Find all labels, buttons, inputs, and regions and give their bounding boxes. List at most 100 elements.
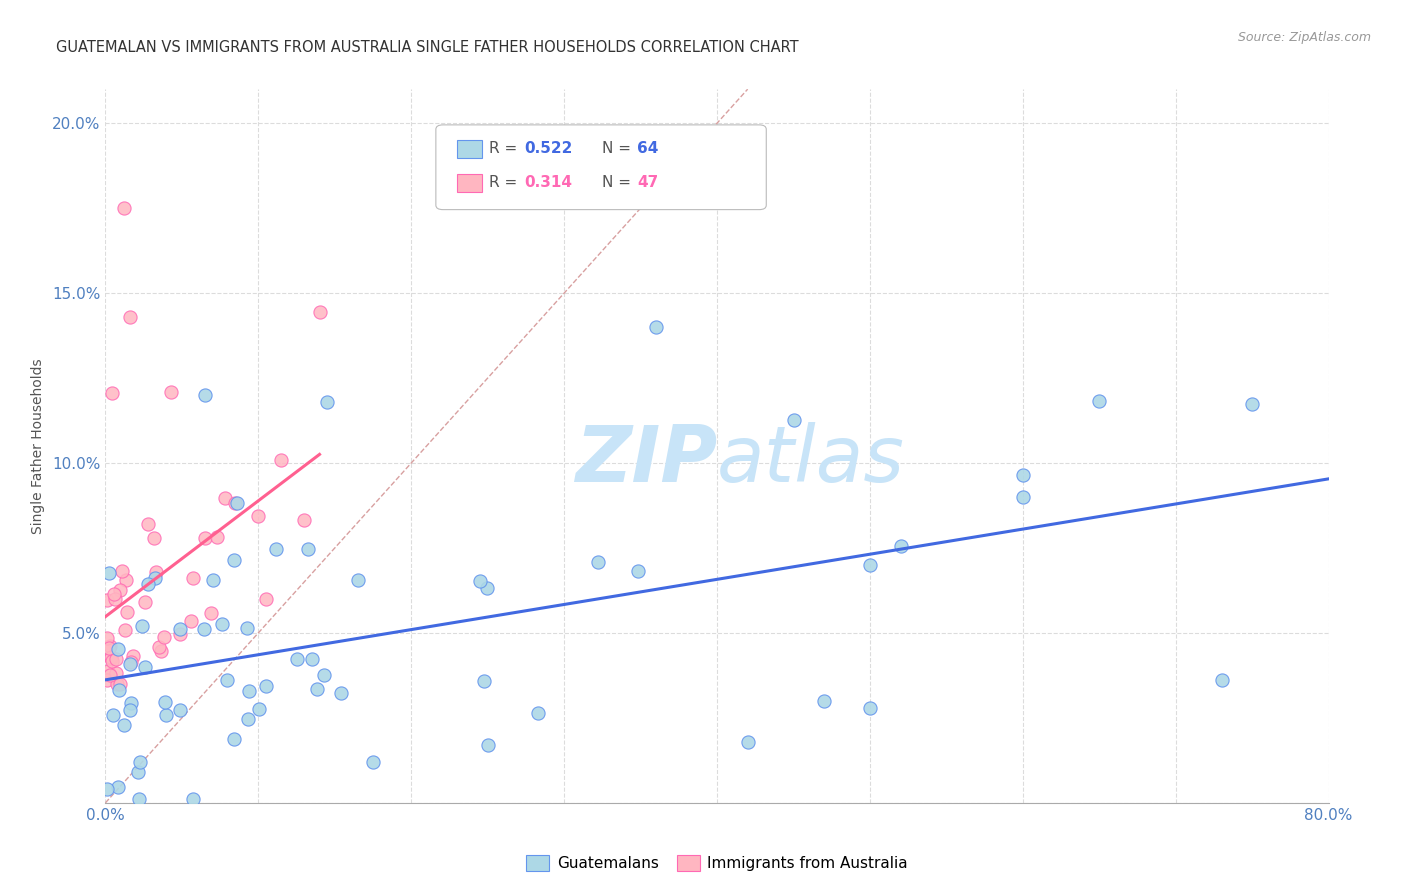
Point xyxy=(644,320,666,334)
Point xyxy=(134,660,156,674)
Text: Source: ZipAtlas.com: Source: ZipAtlas.com xyxy=(1237,31,1371,45)
Point xyxy=(96,673,118,687)
Text: ZIP: ZIP xyxy=(575,422,717,499)
Text: GUATEMALAN VS IMMIGRANTS FROM AUSTRALIA SINGLE FATHER HOUSEHOLDS CORRELATION CHA: GUATEMALAN VS IMMIGRANTS FROM AUSTRALIA … xyxy=(56,40,799,55)
Point xyxy=(114,623,136,637)
Point xyxy=(120,696,142,710)
Point xyxy=(104,592,127,607)
Point xyxy=(129,755,152,769)
Point xyxy=(97,641,120,656)
Point xyxy=(96,781,118,796)
Point xyxy=(474,674,496,689)
Point xyxy=(527,706,550,720)
Point xyxy=(115,605,138,619)
Point xyxy=(214,491,236,506)
Point xyxy=(586,555,609,569)
Point xyxy=(153,695,176,709)
Point xyxy=(470,574,492,589)
Point xyxy=(150,644,173,658)
Point xyxy=(270,452,292,467)
Point xyxy=(169,623,191,637)
Point xyxy=(285,652,308,666)
Point xyxy=(115,574,138,588)
Text: 47: 47 xyxy=(637,176,658,190)
Point xyxy=(346,573,368,587)
Point xyxy=(118,703,141,717)
Point xyxy=(254,679,277,693)
Point xyxy=(301,652,323,666)
Point xyxy=(107,642,129,657)
Point xyxy=(98,639,121,653)
Point xyxy=(1011,467,1033,482)
Point xyxy=(112,718,135,732)
Point xyxy=(100,654,122,668)
Point xyxy=(292,513,315,527)
Point xyxy=(737,734,759,748)
Point xyxy=(194,531,217,545)
Point xyxy=(120,657,142,672)
Point xyxy=(226,496,249,510)
Point xyxy=(96,593,118,607)
Point xyxy=(224,495,246,509)
Point xyxy=(215,673,238,687)
Point xyxy=(238,713,260,727)
Text: 0.522: 0.522 xyxy=(524,142,572,156)
Point xyxy=(264,541,287,556)
Text: R =: R = xyxy=(489,142,523,156)
Point xyxy=(312,667,335,681)
Point xyxy=(145,566,167,580)
Point xyxy=(477,738,499,752)
Point xyxy=(118,310,141,324)
Point xyxy=(330,686,353,700)
Point xyxy=(627,564,650,578)
Point xyxy=(1088,394,1111,409)
Point xyxy=(238,684,260,698)
Point xyxy=(96,632,118,646)
Point xyxy=(136,577,159,591)
Point xyxy=(160,384,183,399)
Point xyxy=(153,631,176,645)
Point xyxy=(110,582,132,597)
Point xyxy=(181,792,204,806)
Point xyxy=(111,565,134,579)
Point xyxy=(211,617,233,632)
Point xyxy=(105,666,128,681)
Text: 64: 64 xyxy=(637,142,658,156)
Point xyxy=(100,651,122,665)
Point xyxy=(308,305,330,319)
Point xyxy=(181,571,204,585)
Point xyxy=(782,412,804,426)
Point xyxy=(254,591,277,606)
Point xyxy=(193,622,215,636)
Y-axis label: Single Father Households: Single Father Households xyxy=(31,359,45,533)
Point xyxy=(247,508,270,523)
Text: 0.314: 0.314 xyxy=(524,176,572,190)
Point xyxy=(201,573,224,587)
Point xyxy=(108,677,131,691)
Text: N =: N = xyxy=(602,176,636,190)
Point xyxy=(180,614,202,628)
Point xyxy=(98,668,121,682)
Point xyxy=(859,700,882,714)
Point xyxy=(100,649,122,664)
Point xyxy=(1211,673,1233,688)
Point xyxy=(155,707,177,722)
Point xyxy=(148,640,170,654)
Point xyxy=(143,531,166,545)
Point xyxy=(103,587,125,601)
Point xyxy=(101,708,124,723)
Text: N =: N = xyxy=(602,142,636,156)
Point xyxy=(101,386,124,401)
Point xyxy=(307,681,329,696)
Point xyxy=(97,665,120,679)
Point xyxy=(122,648,145,663)
Point xyxy=(236,622,259,636)
Point xyxy=(98,566,121,580)
Point xyxy=(207,530,229,544)
Text: R =: R = xyxy=(489,176,523,190)
Point xyxy=(316,394,339,409)
Point xyxy=(120,656,142,670)
Point xyxy=(143,571,166,585)
Point xyxy=(200,606,222,620)
Point xyxy=(475,581,498,595)
